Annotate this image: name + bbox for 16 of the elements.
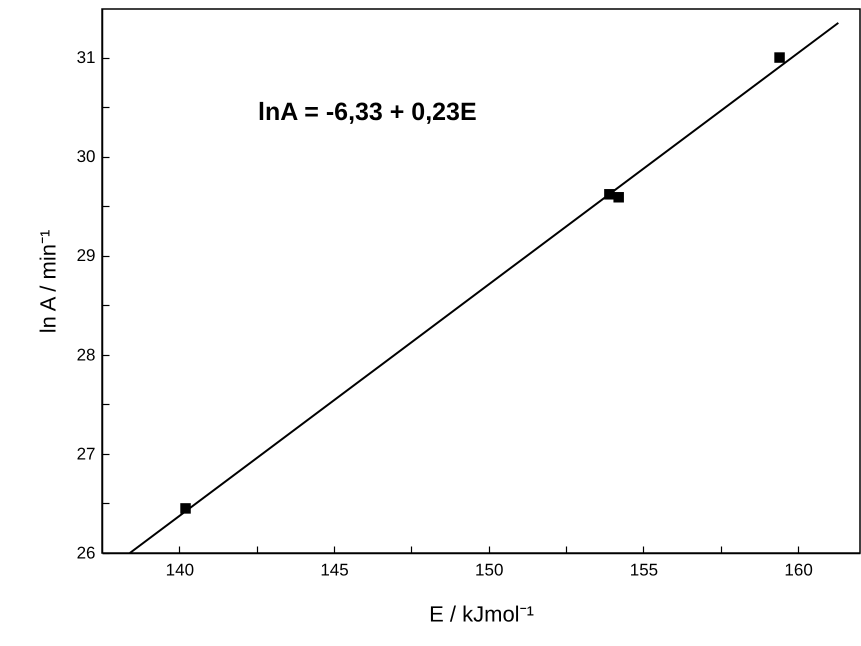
x-axis-title: E / kJmol⁻¹ bbox=[429, 602, 534, 626]
point bbox=[613, 192, 624, 203]
x-tick-label: 150 bbox=[475, 560, 504, 580]
x-tick-label: 145 bbox=[320, 560, 349, 580]
x-tick-label: 155 bbox=[630, 560, 658, 580]
y-tick-label: 27 bbox=[76, 444, 96, 464]
point bbox=[774, 52, 785, 63]
y-axis-title: ln A / min⁻¹ bbox=[36, 230, 61, 334]
x-tick-label: 160 bbox=[784, 560, 813, 580]
y-tick-label: 26 bbox=[76, 544, 96, 562]
y-tick-label: 30 bbox=[76, 147, 96, 166]
y-tick-label: 28 bbox=[76, 345, 96, 364]
y-tick-label: 31 bbox=[76, 48, 96, 68]
x-tick-label: 140 bbox=[166, 560, 194, 580]
annotation: lnA = -6,33 + 0,23E bbox=[258, 98, 477, 126]
y-tick-label: 29 bbox=[76, 246, 96, 266]
